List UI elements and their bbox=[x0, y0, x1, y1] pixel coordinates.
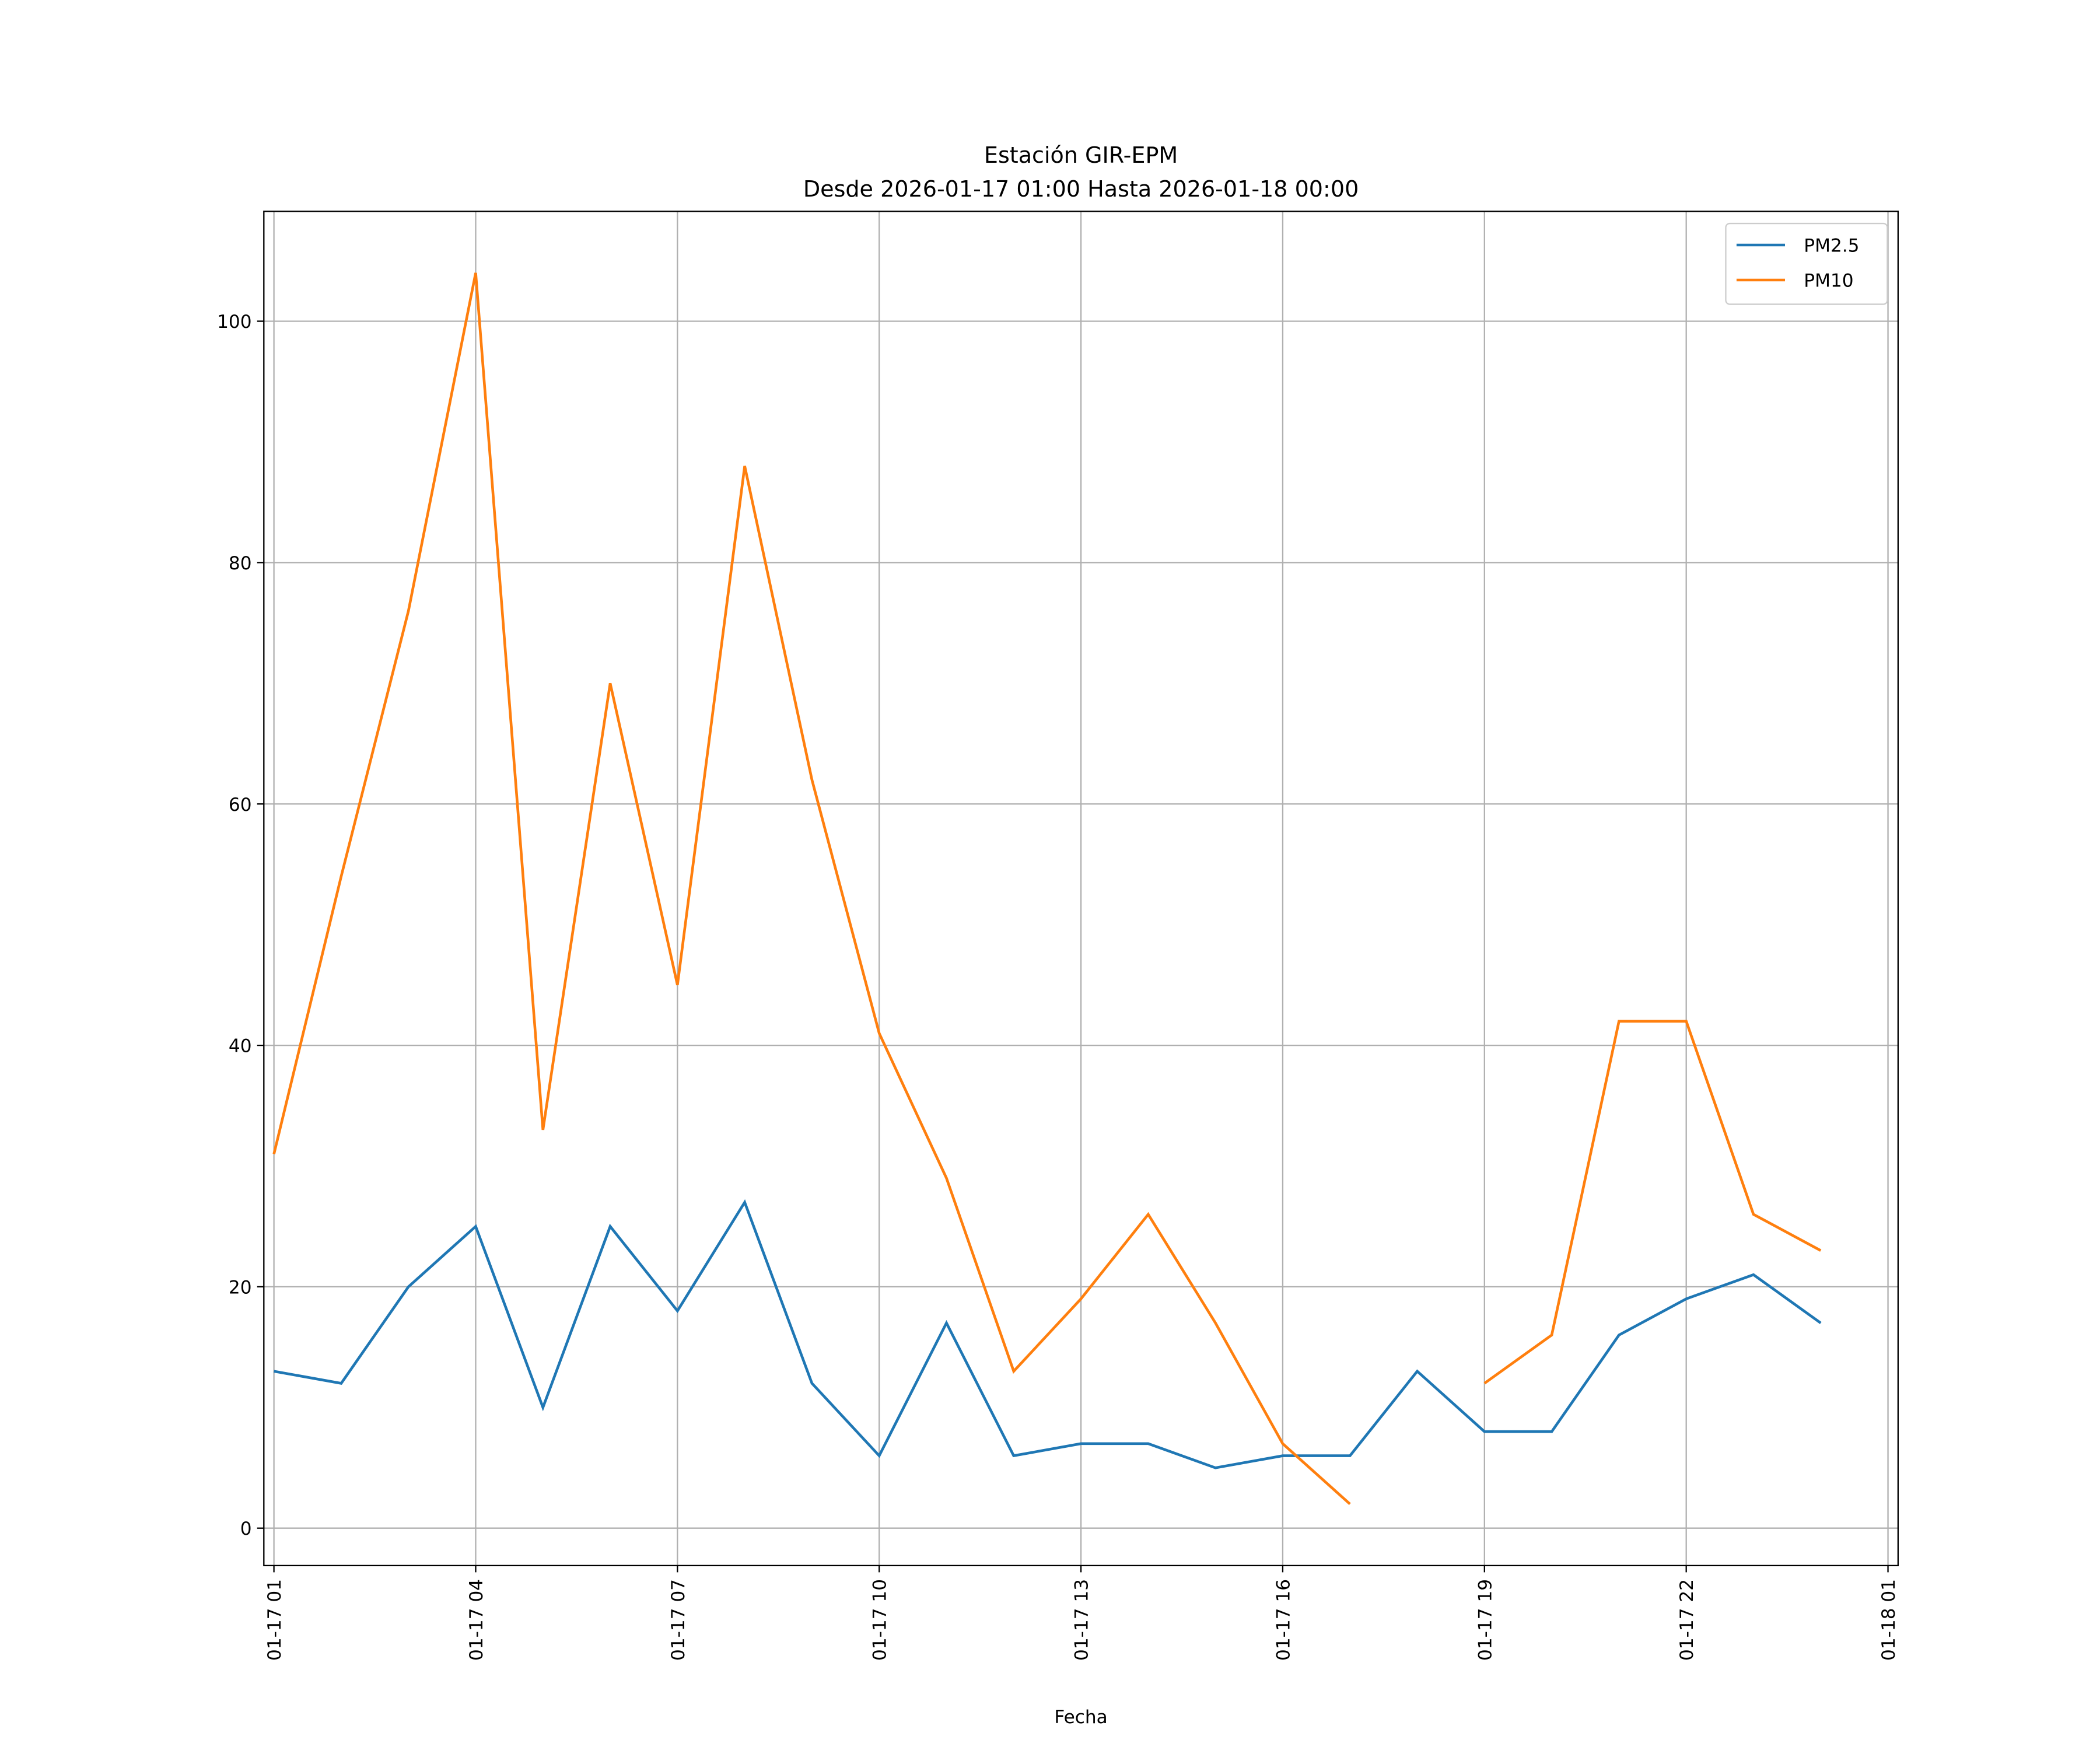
y-tick-label: 40 bbox=[229, 1036, 252, 1057]
legend: PM2.5 PM10 bbox=[1725, 222, 1888, 305]
x-tick-label: 01-17 07 bbox=[668, 1579, 689, 1661]
y-tick-label: 20 bbox=[229, 1277, 252, 1298]
x-tick-label: 01-17 22 bbox=[1676, 1579, 1698, 1661]
chart-title: Estación GIR-EPM bbox=[984, 142, 1178, 168]
series-lines bbox=[272, 272, 1822, 1506]
y-tick-label: 60 bbox=[229, 794, 252, 816]
legend-label-pm25: PM2.5 bbox=[1804, 236, 1859, 257]
x-tick-label: 01-17 04 bbox=[466, 1579, 487, 1661]
y-tick-label: 0 bbox=[240, 1518, 252, 1539]
x-tick-label: 01-17 01 bbox=[264, 1579, 285, 1661]
series-line-pm10 bbox=[1483, 1020, 1822, 1385]
chart-subtitle: Desde 2026-01-17 01:00 Hasta 2026-01-18 … bbox=[803, 176, 1359, 202]
legend-label-pm10: PM10 bbox=[1804, 271, 1853, 292]
series-line-pm25 bbox=[274, 1199, 1822, 1469]
grid bbox=[264, 211, 1898, 1566]
x-tick-label: 01-17 19 bbox=[1475, 1579, 1496, 1661]
series-line-pm10 bbox=[272, 272, 1351, 1506]
x-axis-label: Fecha bbox=[1054, 1707, 1107, 1728]
x-tick-label: 01-17 13 bbox=[1072, 1579, 1093, 1661]
x-tick-label: 01-18 01 bbox=[1878, 1579, 1899, 1661]
y-tick-label: 100 bbox=[217, 312, 251, 332]
x-tick-label: 01-17 16 bbox=[1273, 1579, 1294, 1661]
y-tick-label: 80 bbox=[229, 553, 252, 574]
y-axis: 0 20 40 60 80 100 bbox=[217, 312, 264, 1539]
x-tick-label: 01-17 10 bbox=[870, 1579, 891, 1661]
x-axis: 01-17 01 01-17 04 01-17 07 01-17 10 01-17 13… bbox=[264, 1565, 1899, 1661]
